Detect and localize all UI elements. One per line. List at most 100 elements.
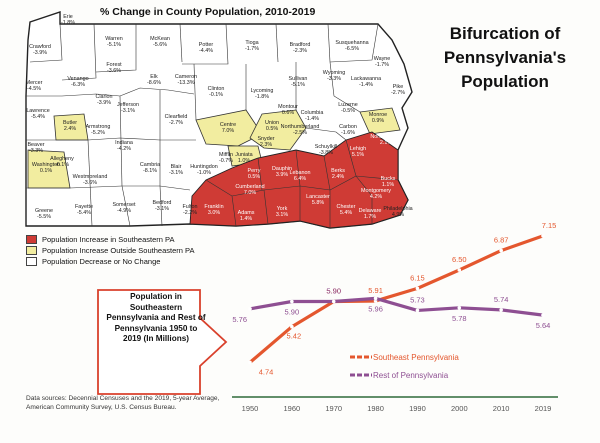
map-legend-item: Population Increase in Southeastern PA xyxy=(26,234,194,245)
county-name-label: Butler xyxy=(63,120,77,126)
data-label: 6.87 xyxy=(494,236,509,245)
county-name-label: Lycoming xyxy=(251,88,274,94)
county-name-label: McKean xyxy=(150,36,170,42)
county-value-label: 3.1% xyxy=(276,212,288,218)
centre-area xyxy=(195,109,263,147)
county-name-label: Northumberland xyxy=(281,124,320,130)
county-name-label: Washington xyxy=(32,162,60,168)
map-legend-item: Population Increase Outside Southeastern… xyxy=(26,245,194,256)
data-point xyxy=(331,299,336,304)
data-point xyxy=(373,296,378,301)
data-label: 5.90 xyxy=(326,287,341,296)
county-name-label: Northampton xyxy=(370,134,401,140)
county-value-label: -2.3% xyxy=(293,48,307,54)
county-value-label: -2.5% xyxy=(293,130,307,136)
data-point xyxy=(541,313,545,317)
county-name-label: Armstrong xyxy=(86,124,111,130)
county-value-label: -4.9% xyxy=(117,208,131,214)
county-value-label: -0.1% xyxy=(55,162,69,168)
monroe-area xyxy=(359,107,401,135)
county-name-label: Clearfield xyxy=(165,114,188,120)
county-name-label: York xyxy=(277,206,288,212)
county-value-label: -0.1% xyxy=(209,92,223,98)
county-value-label: -6.5% xyxy=(345,46,359,52)
county-name-label: Beaver xyxy=(27,142,44,148)
county-name-label: Warren xyxy=(105,36,122,42)
county-name-label: Delaware xyxy=(359,208,382,214)
county-name-label: Crawford xyxy=(29,44,51,50)
data-label: 5.73 xyxy=(410,295,425,304)
data-label: 5.76 xyxy=(232,315,247,324)
county-value-label: -3.3% xyxy=(29,148,43,154)
callout-arrow-box xyxy=(97,289,228,395)
county-value-label: 2.4% xyxy=(332,174,344,180)
legend-swatch-yellow xyxy=(26,246,37,255)
county-name-label: Westmoreland xyxy=(73,174,108,180)
county-name-label: Centre xyxy=(220,122,236,128)
county-value-label: 3.0% xyxy=(208,210,220,216)
county-name-label: Erie xyxy=(63,14,73,20)
county-value-label: 0.1% xyxy=(40,168,52,174)
county-name-label: Adams xyxy=(238,210,255,216)
county-name-label: Lawrence xyxy=(26,108,49,114)
county-value-label: 2.1% xyxy=(380,140,392,146)
x-tick-label: 1970 xyxy=(325,404,342,413)
data-label: 5.91 xyxy=(368,286,383,295)
county-value-label: -13.3% xyxy=(177,80,194,86)
county-value-label: -3.9% xyxy=(33,50,47,56)
county-name-label: Lebanon xyxy=(290,170,311,176)
county-name-label: Perry xyxy=(248,168,261,174)
legend-label: Population Decrease or No Change xyxy=(42,257,161,266)
county-name-label: Jefferson xyxy=(117,102,139,108)
county-value-label: 0.6% xyxy=(282,110,294,116)
county-value-label: -3.3% xyxy=(327,76,341,82)
map-legend-item: Population Decrease or No Change xyxy=(26,256,194,267)
x-tick-label: 1990 xyxy=(409,404,426,413)
county-name-label: Chester xyxy=(337,204,356,210)
data-label: 5.64 xyxy=(536,321,551,330)
county-value-label: 3.9% xyxy=(276,172,288,178)
data-label: 5.90 xyxy=(326,287,341,296)
x-tick-label: 2000 xyxy=(451,404,468,413)
county-value-label: -3.9% xyxy=(97,100,111,106)
x-tick-label: 2010 xyxy=(493,404,510,413)
county-name-label: Greene xyxy=(35,208,53,214)
county-value-label: -5.1% xyxy=(107,42,121,48)
data-label: 4.74 xyxy=(259,367,274,376)
series-line xyxy=(248,234,544,364)
data-point xyxy=(457,306,462,310)
chart-marks: 1950 1960 1970 1980 1990 2000 2010 2019 4.74 5.42… xyxy=(232,221,556,413)
county-name-label: Snyder xyxy=(257,136,274,142)
county-value-label: -0.5% xyxy=(341,108,355,114)
county-value-label: -5.5% xyxy=(37,214,51,220)
county-value-label: 4.9% xyxy=(392,212,404,218)
data-label: 6.50 xyxy=(452,255,467,264)
county-name-label: Wyoming xyxy=(323,70,345,76)
legend-label: Rest of Pennsylvania xyxy=(373,371,449,380)
county-borders xyxy=(26,23,399,228)
county-value-label: -2.7% xyxy=(391,90,405,96)
county-value-label: 4.2% xyxy=(370,194,382,200)
data-point xyxy=(541,234,545,238)
callout-arrow-shape xyxy=(97,289,228,395)
county-value-label: 5.8% xyxy=(312,200,324,206)
county-value-label: -3.6% xyxy=(107,68,121,74)
county-value-label: -5.4% xyxy=(77,210,91,216)
county-value-label: -1.4% xyxy=(359,82,373,88)
county-name-label: Schuylkill xyxy=(315,144,337,150)
county-value-label: -5.6% xyxy=(153,42,167,48)
data-label: 5.96 xyxy=(368,304,383,313)
county-name-label: Philadelphia xyxy=(383,206,412,212)
county-name-label: Cameron xyxy=(175,74,197,80)
county-name-label: Carbon xyxy=(339,124,357,130)
county-value-label: -3.8% xyxy=(319,150,333,156)
data-point xyxy=(248,360,252,365)
county-name-label: Columbia xyxy=(301,110,324,116)
legend-label: Population Increase Outside Southeastern… xyxy=(42,246,195,255)
x-tick-label: 1980 xyxy=(367,404,384,413)
county-value-label: -4.4% xyxy=(199,48,213,54)
data-source-note: Data sources: Decennial Censuses and the… xyxy=(26,395,220,411)
data-label: 5.74 xyxy=(494,295,509,304)
county-value-label: -1.8% xyxy=(255,94,269,100)
